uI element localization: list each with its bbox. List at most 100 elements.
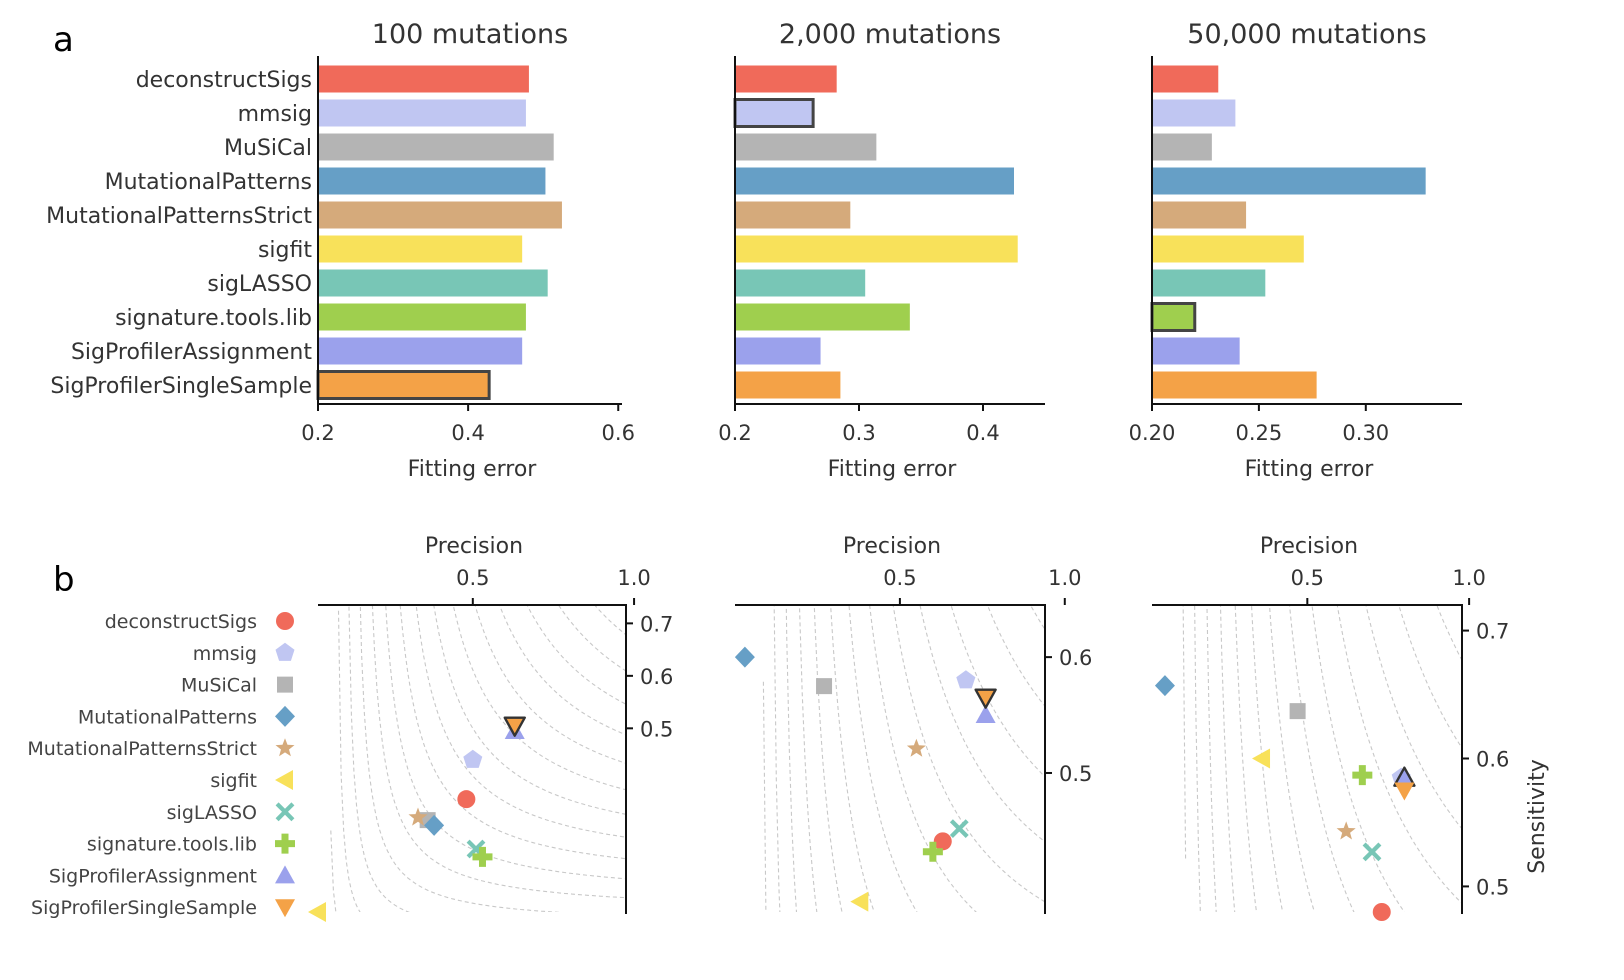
point-sigprofilersinglesample xyxy=(974,688,997,709)
iso-curve xyxy=(986,605,1045,707)
panel-label-b: b xyxy=(53,560,75,600)
bar-mutationalpatternsstrict xyxy=(318,201,562,229)
bar-deconstructsigs xyxy=(735,65,837,93)
legend-label: MutationalPatternsStrict xyxy=(27,738,257,760)
point-deconstructsigs xyxy=(1372,903,1391,921)
legend-label: MutationalPatterns xyxy=(78,706,257,728)
x-tick-label: 0.20 xyxy=(1129,421,1176,445)
bar-sigfit xyxy=(1152,235,1304,263)
iso-curve xyxy=(1311,605,1406,912)
point-deconstructsigs xyxy=(457,790,476,809)
legend-label: SigProfilerSingleSample xyxy=(31,897,257,919)
iso-curve xyxy=(869,605,977,912)
iso-curve xyxy=(1019,261,1045,352)
x-axis-label: Precision xyxy=(843,534,941,559)
bar-mmsig xyxy=(318,99,526,127)
iso-curve xyxy=(385,605,626,880)
iso-curve xyxy=(1408,232,1462,460)
legend-item: sigLASSO xyxy=(167,802,295,824)
point-mmsig xyxy=(956,670,976,689)
iso-curve xyxy=(433,605,626,815)
point-sigfit xyxy=(850,891,869,912)
point-sigprofilersinglesample xyxy=(1394,782,1415,801)
point-mutationalpatternsstrict xyxy=(408,807,428,826)
y-tick-label: 0.5 xyxy=(640,717,673,741)
legend-label: deconstructSigs xyxy=(105,611,257,633)
legend-label: mmsig xyxy=(193,643,257,665)
x-axis-label: Fitting error xyxy=(408,457,538,482)
iso-curve xyxy=(359,605,563,912)
bar-siglasso xyxy=(1152,269,1266,297)
iso-curve xyxy=(557,605,626,672)
panel-label-a: a xyxy=(53,20,74,60)
y-tick-label: 0.5 xyxy=(1059,762,1092,786)
category-label: MuSiCal xyxy=(224,136,312,161)
iso-curve xyxy=(593,605,626,636)
legend-item: sigfit xyxy=(210,770,293,792)
iso-curve xyxy=(1398,605,1462,749)
y-tick-label: 0.5 xyxy=(1476,875,1509,899)
legend-label: SigProfilerAssignment xyxy=(49,865,257,887)
bar-chart-2: 2,000 mutations 0.2 0.3 0.4 Fitting error xyxy=(718,19,1045,482)
scatter-chart-1: 0.5 1.0 Precision 0.7 0.6 0.5 xyxy=(308,449,673,922)
triangle-down-marker xyxy=(275,899,295,918)
bar-sigprofilersinglesample xyxy=(316,370,491,400)
iso-curve xyxy=(371,605,626,899)
bar-mutationalpatterns xyxy=(735,167,1014,195)
x-tick-label: 1.0 xyxy=(1048,566,1081,590)
legend-item: MuSiCal xyxy=(181,675,293,697)
iso-curve xyxy=(595,449,626,505)
bar-sigfit xyxy=(318,235,523,263)
star-marker xyxy=(275,738,295,757)
legend: deconstructSigs mmsig MuSiCal MutationalPat… xyxy=(27,611,295,919)
legend-item: deconstructSigs xyxy=(105,611,294,633)
x-tick-label: 0.2 xyxy=(301,421,334,445)
iso-curve xyxy=(337,610,361,912)
iso-curve xyxy=(415,605,626,838)
point-sigprofilerassignment xyxy=(975,705,996,724)
bar-signature-tools-lib xyxy=(1150,302,1197,332)
iso-curve xyxy=(762,681,767,912)
legend-item: signature.tools.lib xyxy=(87,833,295,856)
iso-curve xyxy=(1234,605,1258,912)
iso-curve xyxy=(1268,605,1315,912)
iso-curve xyxy=(452,605,626,791)
category-label: signature.tools.lib xyxy=(115,306,312,331)
legend-item: MutationalPatterns xyxy=(78,705,295,728)
bar-mutationalpatterns xyxy=(1152,167,1426,195)
bar-musical xyxy=(1152,133,1212,161)
y-tick-label: 0.7 xyxy=(1476,620,1509,644)
bar-deconstructsigs xyxy=(1152,65,1219,93)
bar-mutationalpatternsstrict xyxy=(1152,201,1247,229)
f1-iso-curves xyxy=(762,261,1045,912)
x-tick-label: 0.3 xyxy=(842,421,875,445)
legend-item: mmsig xyxy=(193,642,295,665)
x-axis-label: Fitting error xyxy=(1245,457,1375,482)
iso-curve xyxy=(1336,605,1462,904)
point-signature-tools-lib xyxy=(1352,765,1373,786)
bar-musical xyxy=(735,133,877,161)
y-tick-label: 0.6 xyxy=(1476,748,1509,772)
iso-curve xyxy=(348,605,410,912)
bar-mmsig xyxy=(1152,99,1236,127)
bar-sigprofilersinglesample xyxy=(1152,371,1317,399)
point-mutationalpatterns xyxy=(1154,675,1175,697)
bar-mutationalpatterns xyxy=(318,167,546,195)
x-axis-label: Precision xyxy=(1260,534,1358,559)
bar-mmsig xyxy=(733,98,815,128)
bar-musical xyxy=(318,133,554,161)
plus-marker xyxy=(275,833,295,854)
iso-curve xyxy=(950,605,1045,778)
chart-title: 2,000 mutations xyxy=(779,19,1001,50)
iso-curve xyxy=(1434,223,1462,344)
f1-iso-curves xyxy=(1182,223,1462,912)
category-label: sigfit xyxy=(258,238,312,263)
iso-curve xyxy=(848,605,918,912)
bar-siglasso xyxy=(318,269,548,297)
scatter-chart-2: 0.5 1.0 Precision 0.6 0.5 xyxy=(734,261,1092,914)
category-label: deconstructSigs xyxy=(136,68,312,93)
x-tick-label: 0.30 xyxy=(1342,421,1389,445)
bar-sigfit xyxy=(735,235,1018,263)
y-axis-label: Sensitivity xyxy=(1525,759,1550,874)
iso-curve xyxy=(1029,605,1045,630)
